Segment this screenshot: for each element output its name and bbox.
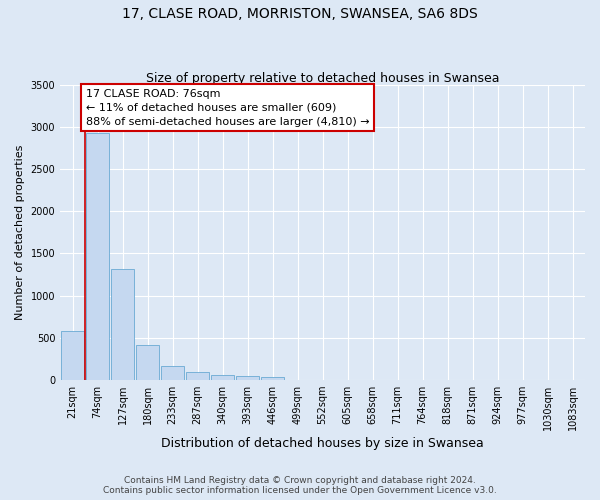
Bar [136, 345, 159, 380]
Y-axis label: Number of detached properties: Number of detached properties [15, 144, 25, 320]
Title: Size of property relative to detached houses in Swansea: Size of property relative to detached ho… [146, 72, 499, 85]
Bar [86, 134, 109, 380]
Bar [61, 332, 84, 380]
Bar [161, 366, 184, 380]
Text: Contains HM Land Registry data © Crown copyright and database right 2024.
Contai: Contains HM Land Registry data © Crown c… [103, 476, 497, 495]
Text: 17, CLASE ROAD, MORRISTON, SWANSEA, SA6 8DS: 17, CLASE ROAD, MORRISTON, SWANSEA, SA6 … [122, 8, 478, 22]
X-axis label: Distribution of detached houses by size in Swansea: Distribution of detached houses by size … [161, 437, 484, 450]
Bar [236, 376, 259, 380]
Bar [187, 372, 209, 380]
Bar [211, 376, 234, 380]
Bar [112, 270, 134, 380]
Text: 17 CLASE ROAD: 76sqm
← 11% of detached houses are smaller (609)
88% of semi-deta: 17 CLASE ROAD: 76sqm ← 11% of detached h… [86, 88, 369, 126]
Bar [262, 376, 284, 380]
